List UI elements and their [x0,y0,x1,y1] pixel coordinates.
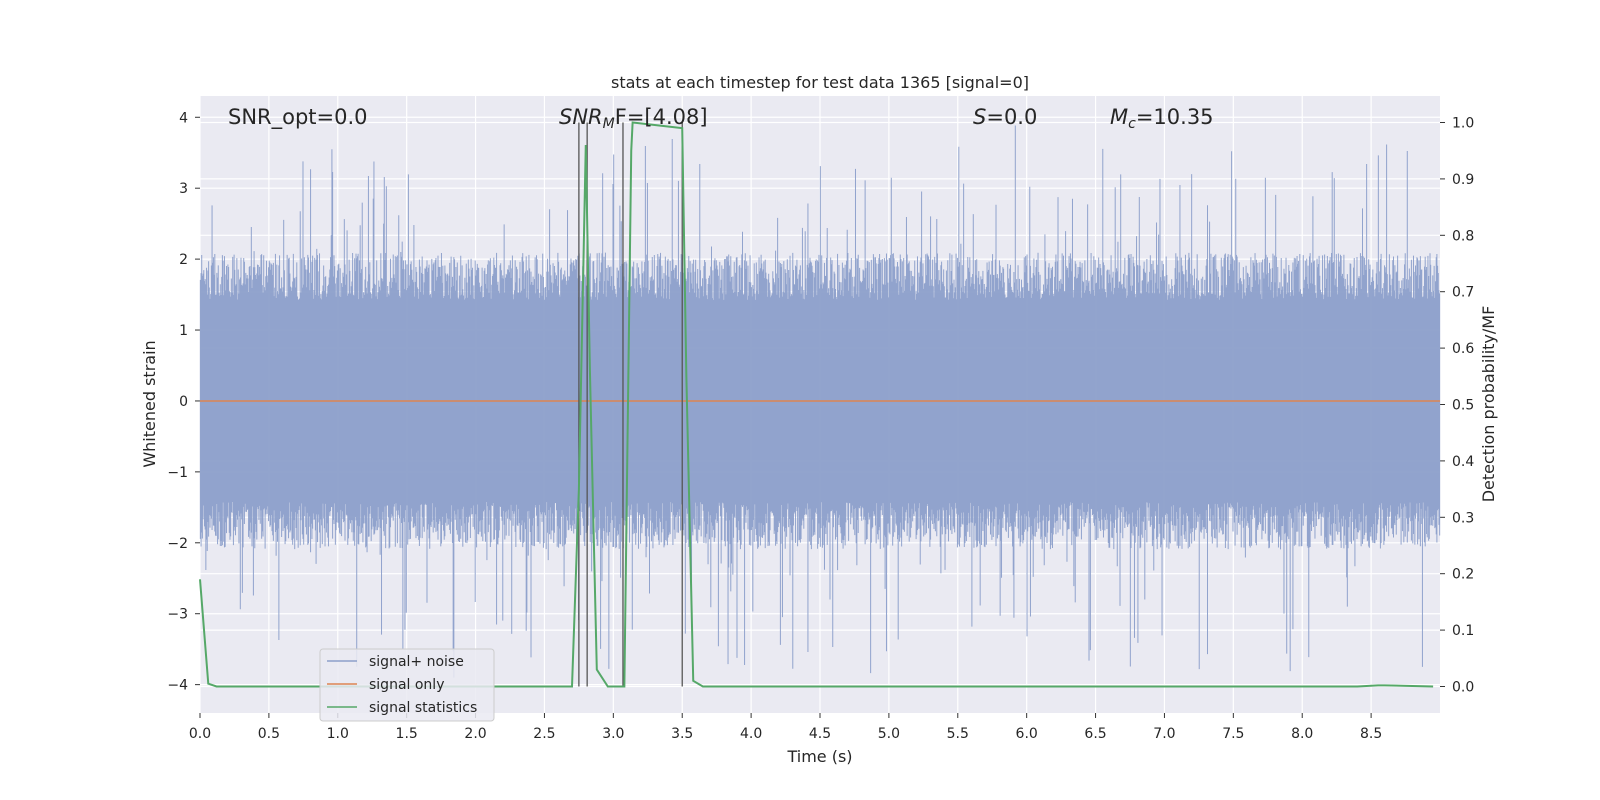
annotation-mc-var: M [1110,105,1128,129]
annotation-snr-mf: SNRMF=[4.08] [559,105,708,132]
legend-label-signal-noise: signal+ noise [369,654,464,670]
x-tick-label: 3.5 [671,726,693,742]
x-tick-label: 1.0 [327,726,349,742]
y-right-tick-label: 0.0 [1452,679,1474,695]
signal-statistics-line [199,121,1434,688]
annotation-snr-mf-main: SNR [559,105,603,129]
x-tick-label: 4.5 [809,726,831,742]
annotation-snr-opt: SNR_opt=0.0 [228,105,368,130]
annotation-mc-rest: =10.35 [1136,105,1214,129]
y-left-tick-label: 0 [179,394,188,410]
y-left-tick-labels: −4 −3 −2 −1 0 1 2 3 4 [167,110,188,693]
y-right-tick-label: 0.1 [1452,623,1474,639]
annotation-mc-sub: c [1128,116,1136,132]
x-tick-label: 2.5 [533,726,555,742]
y-right-tick-labels: 0.0 0.1 0.2 0.3 0.4 0.5 0.6 0.7 0.8 0.9 1.0 [1452,116,1474,696]
x-axis-label: Time (s) [786,747,852,766]
y-right-tick-label: 0.9 [1452,172,1474,188]
y-left-tick-label: −4 [167,678,188,694]
y-right-tick-label: 0.5 [1452,398,1474,414]
annotation-s: S=0.0 [973,105,1037,129]
y-right-tick-label: 0.8 [1452,228,1474,244]
y-right-tick-label: 0.4 [1452,454,1474,470]
y-left-tick-label: 4 [179,110,188,126]
y-left-axis-label: Whitened strain [140,340,159,467]
x-tick-label: 3.0 [602,726,624,742]
x-tick-label: 7.5 [1222,726,1244,742]
y-right-tick-label: 1.0 [1452,116,1474,132]
x-tick-label: 0.0 [189,726,211,742]
y-right-tick-label: 0.7 [1452,285,1474,301]
annotation-snr-mf-rest: F=[4.08] [615,105,708,129]
series-signal-statistics [199,121,1434,688]
annotation-s-var: S [973,105,986,129]
y-left-tick-label: −2 [167,536,188,552]
x-tick-label: 5.0 [878,726,900,742]
legend: signal+ noise signal only signal statist… [319,648,495,722]
y-right-tick-label: 0.3 [1452,510,1474,526]
annotation-s-rest: =0.0 [986,105,1037,129]
x-tick-label: 0.5 [258,726,280,742]
y-right-tick-label: 0.6 [1452,341,1474,357]
y-right-tick-label: 0.2 [1452,567,1474,583]
legend-box [319,648,495,722]
y-right-axis-label: Detection probability/MF [1479,306,1498,503]
legend-label-signal-statistics: signal statistics [369,700,477,716]
annotation-snr-mf-sub: M [603,116,615,132]
x-tick-label: 6.5 [1084,726,1106,742]
x-tick-label: 1.5 [396,726,418,742]
x-tick-labels: 0.0 0.5 1.0 1.5 2.0 2.5 3.0 3.5 4.0 4.5 5.0 5.5 6.0 6… [189,726,1382,742]
annotation-mc: Mc=10.35 [1110,105,1214,132]
y-left-tick-label: 3 [179,181,188,197]
x-tick-label: 5.5 [947,726,969,742]
y-left-tick-label: −3 [167,607,188,623]
x-tick-label: 4.0 [740,726,762,742]
x-tick-label: 6.0 [1016,726,1038,742]
legend-label-signal-only: signal only [369,677,444,693]
chart-title: stats at each timestep for test data 136… [611,73,1029,92]
x-tick-label: 8.0 [1291,726,1313,742]
y-left-tick-label: −1 [167,465,188,481]
x-tick-label: 2.0 [464,726,486,742]
y-left-tick-label: 1 [179,323,188,339]
y-left-tick-label: 2 [179,252,188,268]
x-tick-label: 8.5 [1360,726,1382,742]
x-tick-label: 7.0 [1153,726,1175,742]
